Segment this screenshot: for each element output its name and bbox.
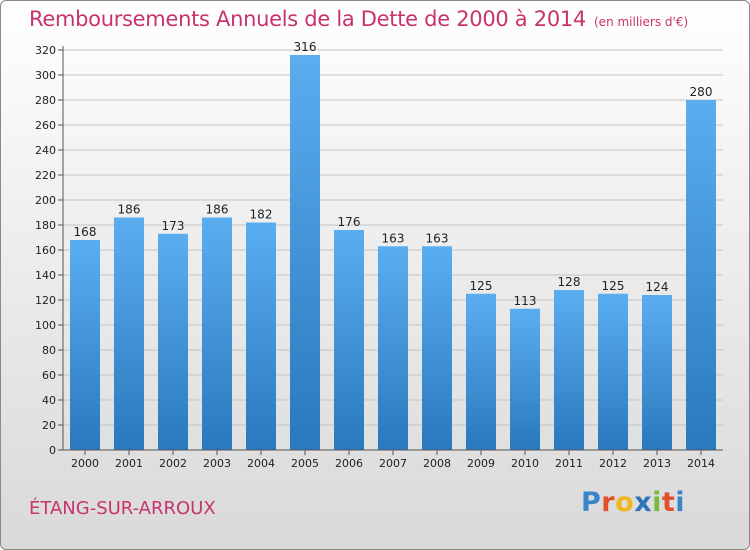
x-tick-label: 2014: [687, 457, 715, 470]
bar: [246, 222, 276, 450]
x-tick-label: 2008: [423, 457, 451, 470]
x-tick-label: 2012: [599, 457, 627, 470]
y-tick-label: 180: [35, 219, 56, 232]
y-tick-label: 80: [42, 344, 56, 357]
bar-value-label: 163: [382, 231, 405, 245]
x-tick-label: 2006: [335, 457, 363, 470]
bar: [554, 290, 584, 450]
bar: [422, 246, 452, 450]
x-tick-label: 2005: [291, 457, 319, 470]
bar: [202, 217, 232, 450]
y-tick-label: 200: [35, 194, 56, 207]
title-text: Remboursements Annuels de la Dette de 20…: [29, 7, 586, 31]
x-tick-label: 2002: [159, 457, 187, 470]
bar-value-label: 128: [558, 275, 581, 289]
logo-letter: P: [581, 487, 602, 518]
bar: [290, 55, 320, 450]
logo-letter: r: [601, 487, 616, 518]
bar-value-label: 125: [602, 279, 625, 293]
bar: [686, 100, 716, 450]
x-tick-label: 2003: [203, 457, 231, 470]
x-tick-label: 2007: [379, 457, 407, 470]
y-tick-label: 300: [35, 69, 56, 82]
y-tick-label: 0: [49, 444, 56, 457]
y-tick-label: 280: [35, 94, 56, 107]
x-tick-label: 2010: [511, 457, 539, 470]
logo-letter: o: [615, 487, 635, 518]
y-tick-label: 320: [35, 44, 56, 57]
y-tick-label: 60: [42, 369, 56, 382]
bar-value-label: 316: [294, 40, 317, 54]
bar-value-label: 176: [338, 215, 361, 229]
x-axis-ticks: 2000 2001 2002 2003 2004 2005 2006 2007 2008 2009…: [71, 450, 715, 470]
y-tick-label: 260: [35, 119, 56, 132]
x-tick-label: 2001: [115, 457, 143, 470]
x-tick-label: 2011: [555, 457, 583, 470]
bar: [510, 308, 540, 450]
bar: [114, 217, 144, 450]
y-tick-label: 240: [35, 144, 56, 157]
bar-value-label: 168: [74, 225, 97, 239]
y-tick-label: 160: [35, 244, 56, 257]
x-tick-label: 2009: [467, 457, 495, 470]
logo-letter: t: [661, 487, 676, 518]
x-tick-label: 2004: [247, 457, 275, 470]
title-unit: (en milliers d'€): [594, 15, 689, 29]
y-tick-label: 20: [42, 419, 56, 432]
bar: [158, 233, 188, 450]
bar-value-label: 113: [514, 294, 537, 308]
bar: [642, 295, 672, 450]
axes: [62, 46, 723, 451]
y-tick-label: 140: [35, 269, 56, 282]
bar-value-label: 280: [690, 85, 713, 99]
y-tick-label: 120: [35, 294, 56, 307]
bar-value-label: 124: [646, 280, 669, 294]
logo-letter: i: [652, 487, 662, 518]
logo-letter: x: [634, 487, 653, 518]
bar-value-label: 186: [118, 203, 141, 217]
bar-value-label: 182: [250, 208, 273, 222]
y-tick-label: 220: [35, 169, 56, 182]
bar-value-label: 125: [470, 279, 493, 293]
x-tick-label: 2013: [643, 457, 671, 470]
y-tick-label: 40: [42, 394, 56, 407]
bar: [378, 246, 408, 450]
chart-title: Remboursements Annuels de la Dette de 20…: [29, 7, 688, 31]
x-tick-label: 2000: [71, 457, 99, 470]
bar-value-label: 173: [162, 219, 185, 233]
bar-value-label: 163: [426, 231, 449, 245]
y-tick-label: 100: [35, 319, 56, 332]
commune-name: ÉTANG-SUR-ARROUX: [29, 498, 216, 519]
bar: [598, 293, 628, 450]
bars: 168 186 173 186 182 316 176 163 163 125 113 128 125 1…: [70, 40, 716, 450]
y-axis-ticks: 0 20 40 60 80 100 120 140 160 180 200 220 240 260 280 3…: [35, 44, 63, 457]
bar: [70, 240, 100, 450]
bar: [466, 293, 496, 450]
logo-letter: i: [675, 487, 686, 518]
bar: [334, 230, 364, 450]
proxiti-logo: Proxiti: [581, 487, 685, 518]
bar-value-label: 186: [206, 203, 229, 217]
